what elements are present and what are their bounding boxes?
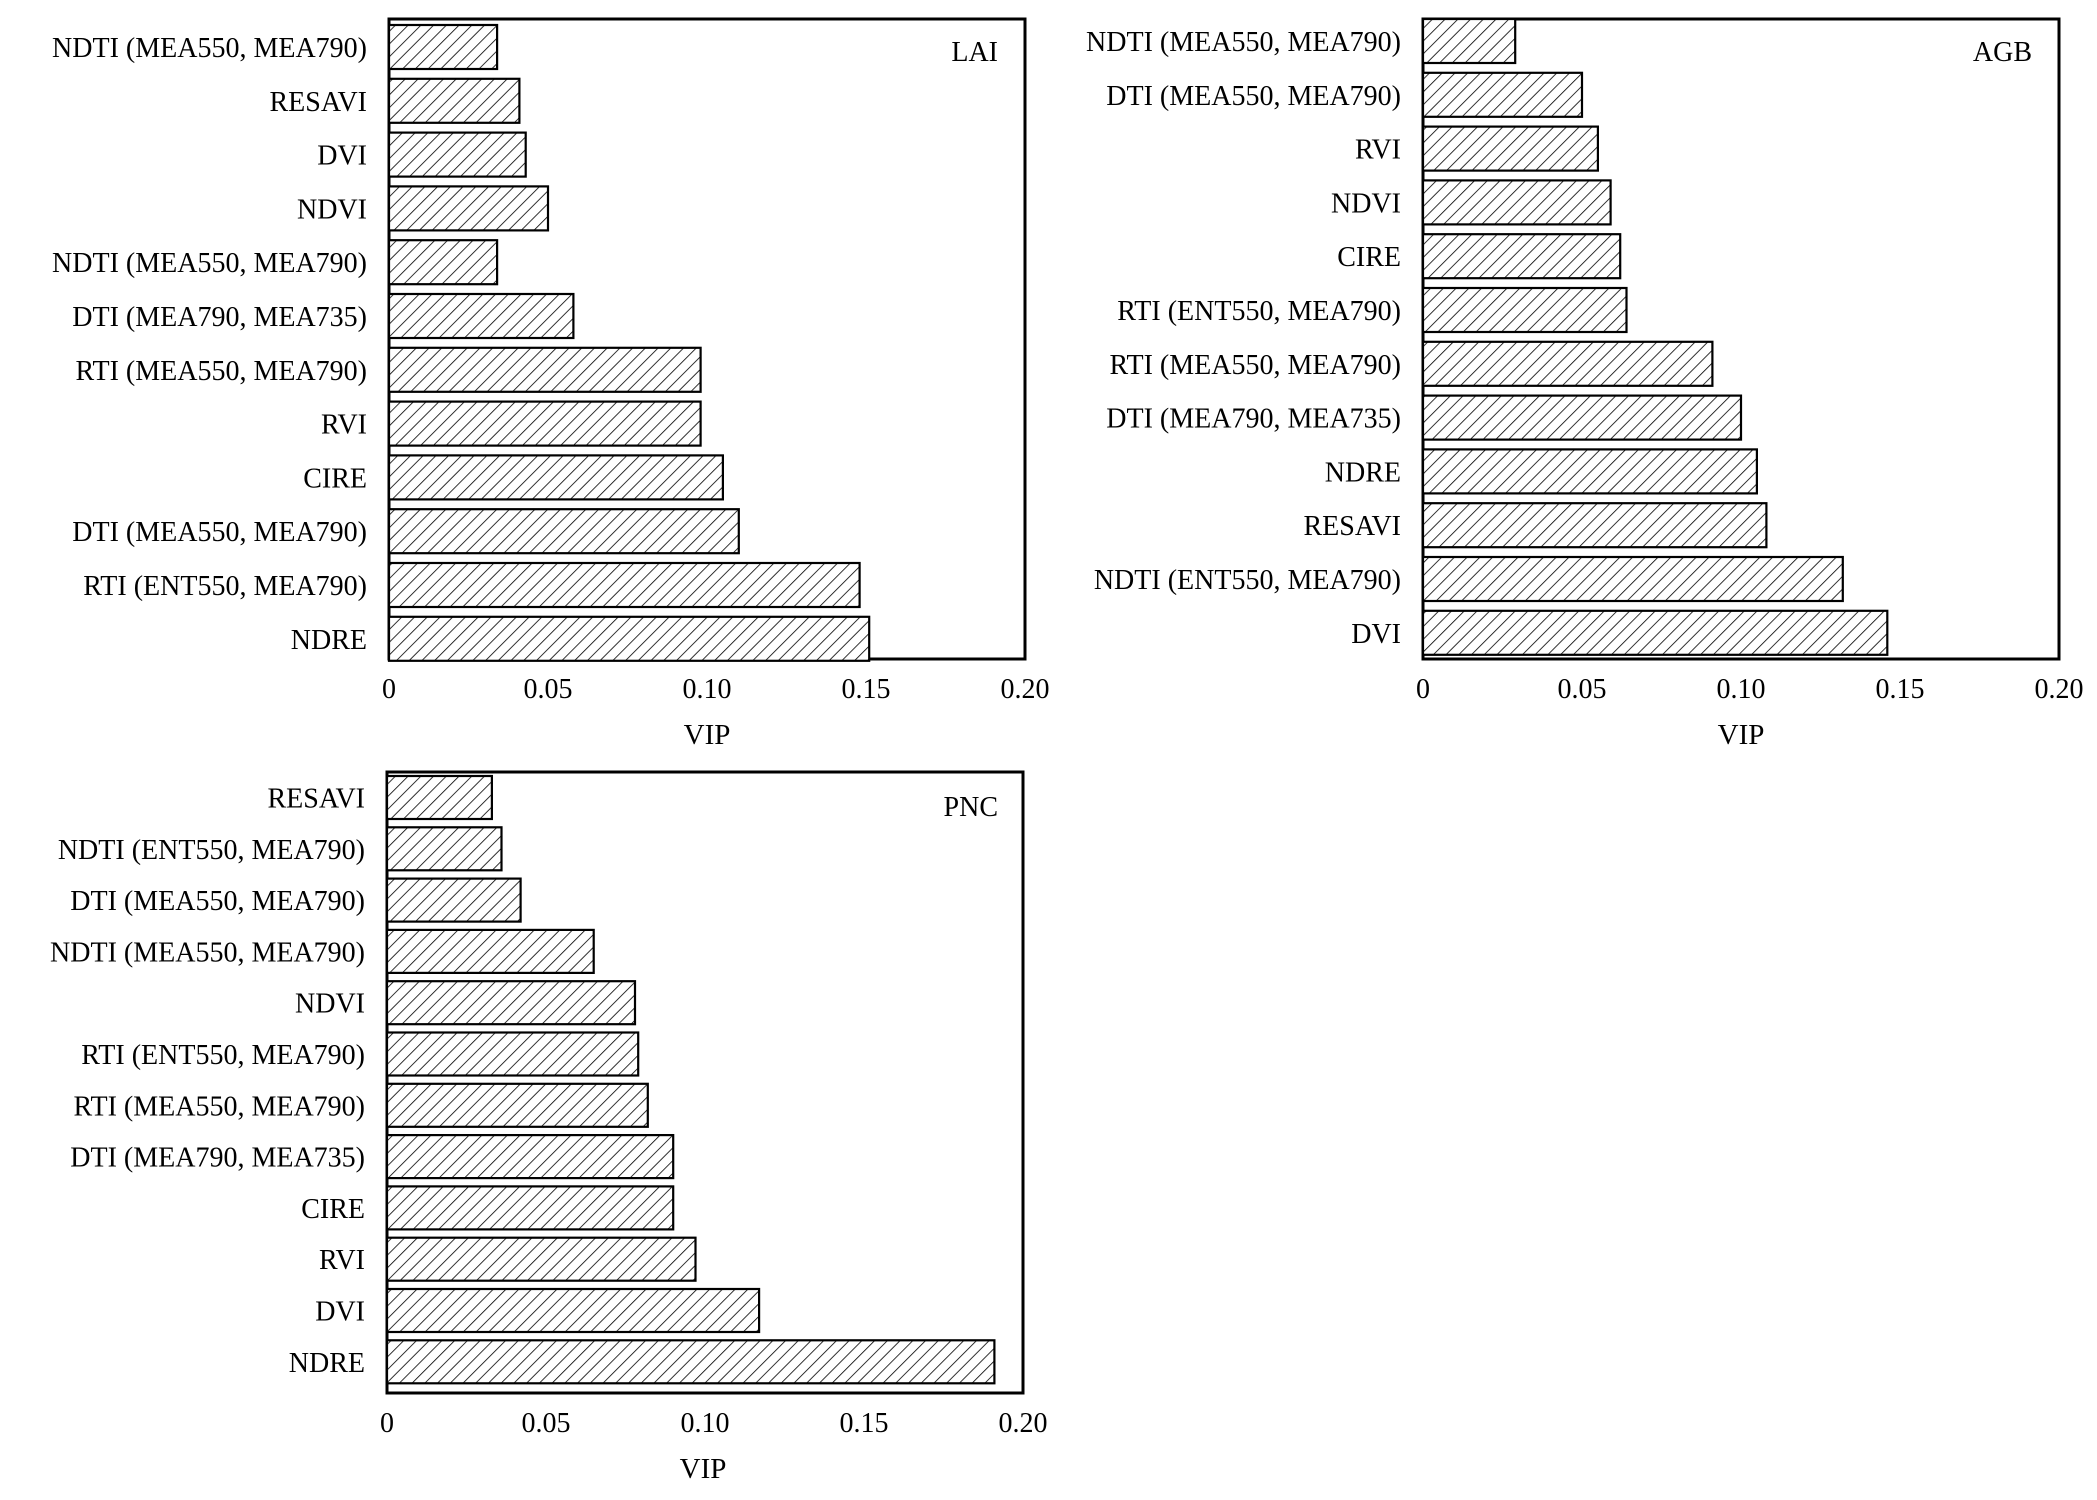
category-label: NDRE bbox=[289, 1348, 365, 1379]
x-tick-label: 0 bbox=[380, 1408, 394, 1439]
chart-panel-agb: AGB NDTI (MEA550, MEA790) DTI (MEA550, ME… bbox=[1086, 17, 2084, 751]
bar bbox=[387, 454, 724, 501]
x-tick-label: 0.15 bbox=[840, 1408, 889, 1439]
bar bbox=[1421, 340, 1714, 387]
category-label: RTI (MEA550, MEA790) bbox=[73, 1091, 365, 1122]
category-label: RTI (MEA550, MEA790) bbox=[75, 356, 367, 387]
category-label: NDTI (MEA550, MEA790) bbox=[52, 248, 367, 279]
bar bbox=[387, 239, 499, 286]
bar bbox=[387, 346, 702, 393]
category-label: DVI bbox=[315, 1297, 365, 1328]
bar bbox=[385, 1339, 996, 1385]
x-tick-label: 0 bbox=[382, 674, 396, 705]
bar bbox=[1421, 286, 1628, 334]
bar bbox=[1421, 448, 1758, 495]
x-tick-label: 0.15 bbox=[1876, 674, 1925, 705]
bar bbox=[387, 400, 702, 447]
x-axis-title: VIP bbox=[1718, 719, 1765, 751]
bar bbox=[385, 774, 494, 821]
bar bbox=[1421, 125, 1599, 172]
chart-panel-lai: LAI NDTI (MEA550, MEA790) RESAVI DVI NDVI ND… bbox=[52, 17, 1050, 751]
category-label: RTI (ENT550, MEA790) bbox=[81, 1040, 365, 1071]
category-label: NDTI (MEA550, MEA790) bbox=[52, 33, 367, 64]
category-label: DTI (MEA790, MEA735) bbox=[70, 1143, 365, 1174]
bar bbox=[385, 980, 637, 1026]
category-label: RESAVI bbox=[269, 87, 367, 118]
bar bbox=[387, 508, 740, 555]
category-label: DTI (MEA550, MEA790) bbox=[70, 886, 365, 917]
category-label: NDVI bbox=[1331, 188, 1401, 219]
bar bbox=[385, 1082, 649, 1128]
plot-frame bbox=[385, 770, 1025, 1395]
category-label: RTI (ENT550, MEA790) bbox=[83, 571, 367, 602]
category-label: NDVI bbox=[295, 989, 365, 1020]
category-label: RVI bbox=[319, 1245, 365, 1276]
x-axis-title: VIP bbox=[680, 1453, 727, 1485]
category-label: NDTI (ENT550, MEA790) bbox=[1094, 565, 1401, 596]
bar bbox=[387, 77, 521, 124]
bar bbox=[1421, 555, 1844, 603]
category-label: DVI bbox=[317, 141, 367, 172]
plot-frame bbox=[1421, 17, 2061, 661]
x-tick-label: 0 bbox=[1416, 674, 1430, 705]
bar bbox=[385, 877, 522, 923]
bar bbox=[1421, 179, 1612, 226]
x-tick-label: 0.05 bbox=[522, 1408, 571, 1439]
bar bbox=[387, 292, 575, 340]
category-label: CIRE bbox=[1337, 242, 1401, 273]
bar bbox=[387, 23, 499, 71]
category-label: DTI (MEA790, MEA735) bbox=[1106, 404, 1401, 435]
category-label: RESAVI bbox=[1303, 511, 1401, 542]
panel-label: PNC bbox=[944, 792, 998, 823]
bar bbox=[387, 131, 527, 178]
x-tick-label: 0.15 bbox=[842, 674, 891, 705]
bar bbox=[385, 1287, 761, 1334]
x-tick-label: 0.10 bbox=[683, 674, 732, 705]
bar bbox=[385, 928, 595, 975]
bar bbox=[1421, 71, 1584, 118]
category-label: RVI bbox=[1355, 135, 1401, 166]
bar bbox=[1421, 17, 1517, 65]
x-tick-label: 0.05 bbox=[1558, 674, 1607, 705]
bar bbox=[385, 1031, 640, 1077]
category-label: CIRE bbox=[303, 463, 367, 494]
bar bbox=[385, 1133, 675, 1180]
x-axis-title: VIP bbox=[684, 719, 731, 751]
bar bbox=[387, 185, 550, 232]
chart-panel-pnc: PNC RESAVI NDTI (ENT550, MEA790) DTI (MEA5… bbox=[50, 770, 1048, 1485]
category-label: RESAVI bbox=[267, 784, 365, 815]
bar bbox=[385, 1236, 697, 1282]
bar bbox=[387, 561, 861, 609]
panel-label: AGB bbox=[1973, 37, 2032, 68]
x-tick-label: 0.05 bbox=[524, 674, 573, 705]
x-tick-label: 0.10 bbox=[1717, 674, 1766, 705]
category-label: DTI (MEA550, MEA790) bbox=[72, 517, 367, 548]
bar bbox=[1421, 233, 1622, 280]
bar bbox=[1421, 394, 1743, 441]
bar bbox=[1421, 609, 1889, 656]
x-tick-label: 0.20 bbox=[1001, 674, 1050, 705]
category-label: DTI (MEA790, MEA735) bbox=[72, 302, 367, 333]
bar bbox=[385, 826, 503, 872]
category-label: NDVI bbox=[297, 194, 367, 225]
category-label: NDRE bbox=[1325, 457, 1401, 488]
category-label: CIRE bbox=[301, 1194, 365, 1225]
panel-label: LAI bbox=[951, 37, 998, 68]
x-tick-label: 0.10 bbox=[681, 1408, 730, 1439]
bar bbox=[387, 615, 871, 662]
category-label: RTI (ENT550, MEA790) bbox=[1117, 296, 1401, 327]
category-label: NDTI (MEA550, MEA790) bbox=[50, 937, 365, 968]
category-label: NDRE bbox=[291, 625, 367, 656]
category-label: DTI (MEA550, MEA790) bbox=[1106, 81, 1401, 112]
bar bbox=[385, 1185, 675, 1231]
category-label: DVI bbox=[1351, 619, 1401, 650]
x-tick-label: 0.20 bbox=[2035, 674, 2084, 705]
category-label: NDTI (ENT550, MEA790) bbox=[58, 835, 365, 866]
category-label: NDTI (MEA550, MEA790) bbox=[1086, 27, 1401, 58]
bar bbox=[1421, 502, 1768, 549]
x-tick-label: 0.20 bbox=[999, 1408, 1048, 1439]
category-label: RVI bbox=[321, 410, 367, 441]
category-label: RTI (MEA550, MEA790) bbox=[1109, 350, 1401, 381]
